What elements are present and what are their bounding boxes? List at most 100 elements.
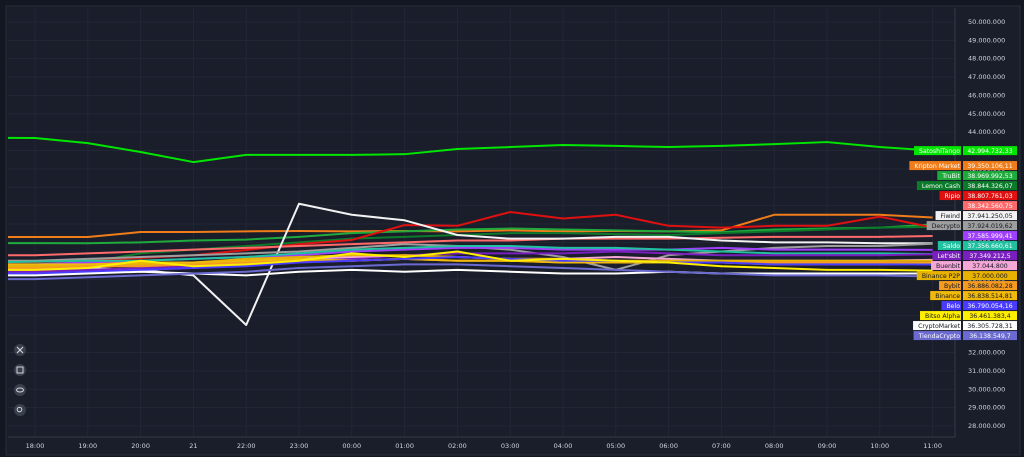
price-tag-value: 38.844.326,07 <box>967 183 1012 190</box>
x-tick-label: 05:00 <box>606 442 625 450</box>
price-tag-value: 38.969.992,53 <box>967 173 1012 180</box>
price-tag-value: 37.585.999,41 <box>967 233 1012 240</box>
y-tick-label: 46.000.000 <box>968 91 1005 99</box>
legend-tag-box <box>932 251 961 261</box>
legend-label: SatoshiTango <box>919 148 960 155</box>
price-tag-box <box>963 146 1017 156</box>
legend-label: Let'sbit <box>937 253 960 260</box>
x-tick-label: 21 <box>189 442 197 450</box>
price-tag-box <box>963 321 1017 331</box>
price-tag-value: 42.994.732,33 <box>967 148 1012 155</box>
y-tick-label: 28.000.000 <box>968 422 1005 430</box>
tool-icon <box>16 406 23 413</box>
legend-label: Bybit <box>944 283 961 290</box>
price-tag-box <box>963 261 1017 271</box>
price-tag-box <box>963 161 1017 171</box>
price-tag-value: 37.941.250,05 <box>967 213 1012 220</box>
x-tick-label: 06:00 <box>659 442 678 450</box>
legend-label: Buenbit <box>936 263 961 270</box>
price-tag-box <box>963 201 1017 211</box>
price-tag-value: 38.807.761,03 <box>967 193 1012 200</box>
y-tick-label: 45.000.000 <box>968 110 1005 118</box>
legend-label: Decrypto <box>932 223 961 230</box>
price-tag-box <box>963 251 1017 261</box>
legend-tag-box <box>931 261 961 271</box>
legend-label: Lemon Cash <box>922 183 960 190</box>
legend-tag-box <box>937 241 961 251</box>
legend-label: Bitso Alpha <box>925 313 960 320</box>
toolbar <box>14 344 26 416</box>
y-tick-label: 31.000.000 <box>968 367 1005 375</box>
series-line <box>8 250 933 272</box>
legend-tag-box <box>939 191 961 201</box>
x-tick-label: 03:00 <box>501 442 520 450</box>
y-tick-label: 49.000.000 <box>968 36 1005 44</box>
legend-tag-box <box>937 171 961 181</box>
legend-label: CryptoMarket <box>918 323 961 330</box>
price-tag-box <box>963 181 1017 191</box>
y-tick-label: 48.000.000 <box>968 55 1005 63</box>
x-tick-label: 02:00 <box>448 442 467 450</box>
series-line <box>8 136 933 164</box>
x-tick-label: 00:00 <box>342 442 361 450</box>
price-tag-value: 37.924.019,62 <box>967 223 1012 230</box>
x-tick-label: 10:00 <box>870 442 889 450</box>
tool-button[interactable] <box>14 364 26 376</box>
x-tick-label: 01:00 <box>395 442 414 450</box>
price-tag-value: 37.044.800 <box>972 263 1007 270</box>
price-tag-value: 36.461.383,4 <box>969 313 1010 320</box>
price-tag-value: 38.342.560,75 <box>967 203 1012 210</box>
tool-button[interactable] <box>14 404 26 416</box>
x-tick-label: 11:00 <box>923 442 942 450</box>
tool-icon <box>16 366 24 374</box>
y-tick-label: 37.000.000 <box>968 257 1005 265</box>
y-tick-label: 50.000.000 <box>968 18 1005 26</box>
price-tag-value: 36.886.082,28 <box>967 283 1012 290</box>
legend-label: Binance <box>935 293 960 300</box>
tool-icon <box>16 346 24 354</box>
y-tick-label: 44.000.000 <box>968 128 1005 136</box>
price-tag-box <box>963 281 1017 291</box>
series-line <box>8 263 933 281</box>
y-tick-label: 29.000.000 <box>968 404 1005 412</box>
legend-tag-box <box>913 321 961 331</box>
price-tag-value: 36.138.549,7 <box>969 333 1010 340</box>
x-tick-label: 08:00 <box>765 442 784 450</box>
series-line <box>8 250 933 273</box>
x-tick-label: 19:00 <box>78 442 97 450</box>
legend-label: Binance P2P <box>922 273 960 280</box>
x-tick-label: 18:00 <box>26 442 45 450</box>
legend-label: Kripton Market <box>914 163 960 170</box>
legend-tag-box <box>920 311 961 321</box>
lines <box>8 136 933 326</box>
legend-tag-box <box>926 221 961 231</box>
price-tag-box <box>963 241 1017 251</box>
tool-icon <box>16 387 24 393</box>
legend-tag-box <box>941 301 961 311</box>
legend-tag-box <box>916 181 961 191</box>
x-tick-label: 23:00 <box>290 442 309 450</box>
legend-label: Ripio <box>945 193 961 200</box>
legend-tag-box <box>913 331 961 341</box>
legend-label: TruBit <box>941 173 960 180</box>
legend-tag-box <box>914 146 961 156</box>
y-tick-label: 32.000.000 <box>968 349 1005 357</box>
tags: 42.994.732,33 SatoshiTango 39.350.106,11 Kr… <box>909 146 1017 341</box>
price-tag-box <box>963 231 1017 241</box>
price-tag-value: 37.349.212,5 <box>969 253 1010 260</box>
price-tag-value: 36.790.054,16 <box>967 303 1012 310</box>
legend-tag-box <box>909 161 961 171</box>
series-line <box>8 223 933 245</box>
y-tick-label: 30.000.000 <box>968 385 1005 393</box>
legend-label: Saldo <box>943 243 960 250</box>
legend-label: Belo <box>946 303 960 310</box>
legend-tag-box <box>939 281 961 291</box>
price-tag-box <box>963 301 1017 311</box>
price-tag-box <box>963 191 1017 201</box>
legend-tag-box <box>916 271 961 281</box>
price-tag-box <box>963 171 1017 181</box>
price-tag-box <box>963 221 1017 231</box>
tool-button[interactable] <box>14 384 26 396</box>
x-tick-label: 04:00 <box>554 442 573 450</box>
